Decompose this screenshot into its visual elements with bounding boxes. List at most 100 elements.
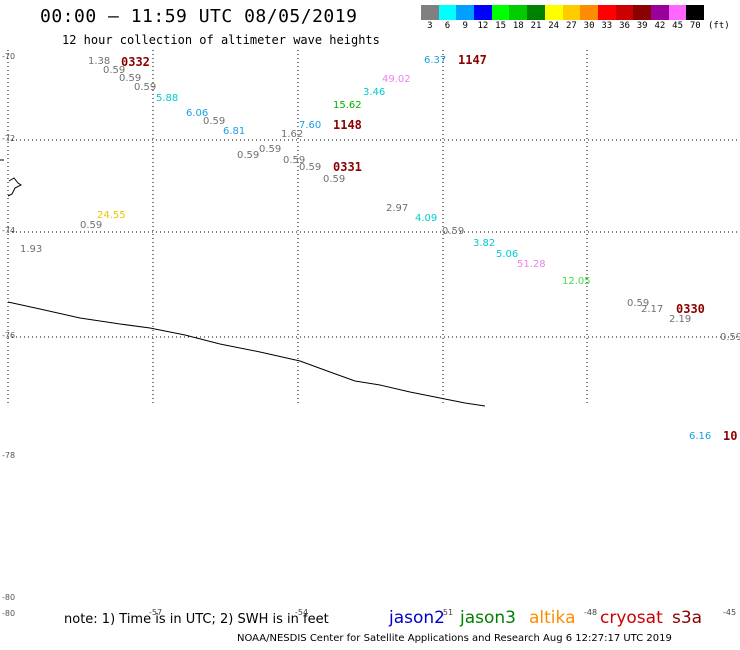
- latitude-label: -78: [2, 451, 16, 460]
- legend-tick-label: 42: [654, 21, 666, 31]
- wave-height-value: 6.06: [186, 108, 209, 119]
- pass-time-label: 0330: [676, 302, 705, 316]
- wave-height-value: 0.59: [442, 226, 465, 237]
- color-scale-legend: [421, 5, 704, 20]
- wave-height-value: 6.16: [689, 431, 712, 442]
- legend-tick-label: 9: [462, 21, 468, 31]
- legend-tick-label: 27: [565, 21, 577, 31]
- wave-height-value: 49.02: [382, 74, 411, 85]
- wave-height-value: 24.55: [97, 210, 126, 221]
- legend-swatch: [509, 5, 528, 20]
- legend-swatch: [421, 5, 439, 20]
- wave-height-value: 0.59: [237, 150, 260, 161]
- legend-swatch: [527, 5, 545, 20]
- satellite-name-jason2: jason2: [389, 608, 445, 628]
- wave-height-value: 12.05: [562, 276, 591, 287]
- legend-swatch: [580, 5, 598, 20]
- pass-time-label: 0332: [121, 55, 150, 69]
- wave-height-value: 0.59: [627, 298, 650, 309]
- island-outline: [7, 177, 22, 197]
- legend-tick-label: 36: [619, 21, 630, 31]
- legend-tick-label: 6: [444, 21, 451, 31]
- pass-time-label: 1148: [333, 118, 362, 132]
- wave-height-value: 1.38: [88, 56, 111, 67]
- satellite-name-jason3: jason3: [460, 608, 516, 628]
- latitude-label: -80: [2, 609, 16, 618]
- legend-tick-label: 18: [512, 21, 524, 31]
- legend-swatch: [544, 5, 563, 20]
- longitude-label: -57: [149, 608, 163, 617]
- wave-height-value: 2.17: [641, 304, 664, 315]
- legend-swatch: [615, 5, 634, 20]
- satellite-name-cryosat: cryosat: [600, 608, 663, 628]
- legend-tick-label: 21: [530, 21, 542, 31]
- wave-height-value: 5.06: [496, 249, 519, 260]
- wave-height-value: 2.97: [386, 203, 409, 214]
- wave-height-value: 2.19: [669, 314, 692, 325]
- pass-time-label: 1147: [458, 53, 487, 67]
- wave-height-value: 0.59: [203, 116, 226, 127]
- map-title: 00:00 – 11:59 UTC 08/05/2019: [40, 6, 358, 27]
- map-gridlines: [7, 50, 740, 405]
- legend-tick-label: 3: [427, 21, 433, 31]
- legend-swatch: [438, 5, 457, 20]
- wave-height-value: 1.93: [20, 244, 43, 255]
- legend-tick-label: 39: [636, 21, 648, 31]
- legend-tick-label: 33: [601, 21, 613, 31]
- legend-swatch: [686, 5, 704, 20]
- legend-tick-label: 45: [672, 21, 684, 31]
- wave-height-value: 0.59: [323, 174, 346, 185]
- latitude-label: -74: [2, 226, 16, 235]
- wave-height-value: 0.59: [299, 162, 322, 173]
- latitude-label: -70: [2, 52, 16, 61]
- longitude-label: -48: [584, 608, 598, 617]
- satellite-name-s3a: s3a: [672, 608, 703, 628]
- legend-swatch: [562, 5, 581, 20]
- wave-height-value: 1.62: [281, 129, 304, 140]
- wave-height-value: 6.37: [424, 55, 447, 66]
- legend-swatch: [668, 5, 687, 20]
- legend-tick-label: 24: [548, 21, 560, 31]
- longitude-label: -51: [440, 608, 454, 617]
- legend-swatch: [491, 5, 510, 20]
- legend-tick-label: 70: [689, 21, 701, 31]
- legend-unit-label: (ft): [708, 21, 730, 31]
- wave-height-value: 0.59: [80, 220, 103, 231]
- legend-swatch: [474, 5, 492, 20]
- wave-height-value: 0.59: [259, 144, 282, 155]
- wave-height-value: 3.46: [363, 87, 386, 98]
- wave-height-value: 7.60: [299, 120, 322, 131]
- legend-swatch: [633, 5, 651, 20]
- coastline: [7, 301, 486, 407]
- wave-height-value: 3.82: [473, 238, 496, 249]
- satellite-name-altika: altika: [529, 608, 576, 628]
- latitude-label: -76: [2, 331, 16, 340]
- wave-height-value: 6.81: [223, 126, 246, 137]
- legend-swatch: [597, 5, 616, 20]
- legend-swatch: [456, 5, 475, 20]
- credit-line: NOAA/NESDIS Center for Satellite Applica…: [237, 633, 672, 644]
- map-subtitle: 12 hour collection of altimeter wave hei…: [62, 33, 380, 47]
- legend-swatch: [650, 5, 669, 20]
- wave-height-value: 15.62: [333, 100, 362, 111]
- wave-height-value: 0.59: [134, 82, 157, 93]
- wave-height-value: 0.59: [119, 73, 142, 84]
- legend-tick-label: 12: [477, 21, 489, 31]
- pass-time-label: 10: [723, 429, 738, 443]
- wave-height-value: 0.59: [103, 65, 126, 76]
- wave-height-value: 4.09: [415, 213, 438, 224]
- wave-height-value: 0.59: [720, 332, 740, 343]
- latitude-label: -80: [2, 593, 16, 602]
- latitude-label: -72: [2, 134, 16, 143]
- wave-height-value: 0.59: [283, 155, 306, 166]
- legend-tick-label: 30: [583, 21, 595, 31]
- pass-time-label: 0331: [333, 160, 362, 174]
- wave-height-value: 5.88: [156, 93, 179, 104]
- wave-height-value: 51.28: [517, 259, 546, 270]
- legend-tick-label: 15: [495, 21, 507, 31]
- longitude-label: -45: [723, 608, 737, 617]
- footnote: note: 1) Time is in UTC; 2) SWH is in fe…: [64, 612, 329, 627]
- longitude-label: -54: [295, 608, 309, 617]
